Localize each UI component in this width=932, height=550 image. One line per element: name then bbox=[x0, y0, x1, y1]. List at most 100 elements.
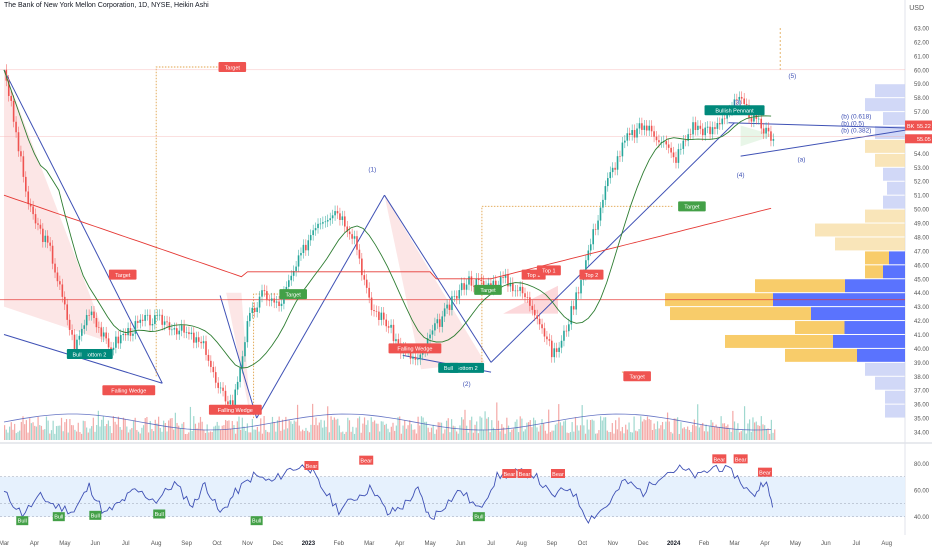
candle-body bbox=[673, 152, 675, 157]
volume-bar bbox=[598, 430, 599, 440]
candle-body bbox=[327, 220, 329, 221]
volume-bar bbox=[443, 433, 444, 440]
candle-body bbox=[646, 126, 648, 131]
candle-body bbox=[186, 332, 188, 333]
volume-bar bbox=[173, 430, 174, 440]
candle-body bbox=[626, 133, 628, 140]
volume-bar bbox=[213, 427, 214, 440]
x-tick-label: Jul bbox=[852, 541, 860, 547]
volume-bar bbox=[654, 424, 655, 440]
candle-body bbox=[522, 287, 524, 293]
volume-bar bbox=[319, 423, 320, 440]
volume-bar bbox=[592, 420, 593, 440]
volume-bar bbox=[496, 402, 497, 440]
volume-bar bbox=[515, 422, 516, 440]
pattern-label: Falling Wedge bbox=[218, 408, 253, 414]
rsi-bear-label: Bear bbox=[519, 472, 531, 478]
volume-bar bbox=[742, 430, 743, 440]
volume-bar bbox=[54, 434, 55, 440]
candle-body bbox=[678, 149, 680, 163]
candle-body bbox=[81, 329, 83, 336]
volume-bar bbox=[757, 425, 758, 440]
volume-bar bbox=[356, 428, 357, 440]
rsi-tick-label: 60.00 bbox=[914, 489, 930, 495]
y-tick-label: 36.00 bbox=[914, 403, 930, 409]
candle-body bbox=[315, 228, 317, 230]
volume-bar bbox=[464, 410, 465, 440]
volume-bar bbox=[423, 418, 424, 440]
volume-bar bbox=[29, 418, 30, 440]
candle-body bbox=[52, 246, 54, 264]
candle-body bbox=[144, 315, 146, 321]
volume-bar bbox=[220, 429, 221, 440]
volume-bar bbox=[754, 422, 755, 440]
volume-bar bbox=[280, 431, 281, 440]
volume-bar bbox=[171, 418, 172, 440]
x-tick-label: May bbox=[59, 541, 70, 547]
candle-body bbox=[566, 331, 568, 332]
candle-body bbox=[227, 401, 229, 404]
volume-bar bbox=[310, 425, 311, 440]
volume-bar bbox=[418, 417, 419, 440]
y-tick-label: 35.00 bbox=[914, 417, 930, 423]
volume-bar bbox=[744, 406, 745, 440]
price-axis[interactable]: 63.0062.0061.0060.0059.0058.0057.0056.00… bbox=[914, 27, 930, 437]
volume-bar bbox=[217, 422, 218, 440]
volume-bar bbox=[295, 422, 296, 440]
candle-body bbox=[237, 382, 239, 390]
candle-body bbox=[15, 122, 17, 132]
volume-bar bbox=[125, 419, 126, 440]
x-tick-label: Aug bbox=[881, 541, 892, 547]
candle-body bbox=[605, 186, 607, 200]
volume-bar bbox=[582, 405, 583, 440]
volume-bar bbox=[9, 427, 10, 440]
volume-bar bbox=[695, 426, 696, 440]
volume-bar bbox=[568, 433, 569, 440]
candle-body bbox=[154, 315, 156, 324]
candle-body bbox=[249, 313, 251, 321]
candle-body bbox=[434, 323, 436, 330]
volume-bar bbox=[617, 429, 618, 440]
volume-bar bbox=[525, 429, 526, 440]
candle-body bbox=[359, 250, 361, 259]
time-axis[interactable]: Mar Apr May Jun Jul Aug Sep Oct Nov Dec 2023 Feb Mar… bbox=[0, 541, 892, 547]
volume-bar bbox=[590, 420, 591, 440]
volume-bar bbox=[630, 432, 631, 440]
volume-bar bbox=[484, 411, 485, 440]
volume-bar bbox=[141, 428, 142, 440]
candle-body bbox=[32, 206, 34, 214]
volume-bar bbox=[528, 422, 529, 440]
candle-body bbox=[166, 321, 168, 322]
volume-bar bbox=[667, 413, 668, 440]
wave-label: (b) (0.5) bbox=[841, 121, 864, 128]
volume-bar bbox=[727, 424, 728, 440]
volume-bar bbox=[732, 411, 733, 440]
volume-bar bbox=[232, 421, 233, 440]
candle-body bbox=[339, 213, 341, 220]
volume-profile-bar bbox=[887, 182, 905, 195]
y-tick-label: 59.00 bbox=[914, 82, 930, 88]
candle-body bbox=[181, 325, 183, 330]
x-tick-label: Nov bbox=[607, 541, 618, 547]
candle-body bbox=[351, 234, 353, 239]
candle-body bbox=[758, 119, 760, 120]
volume-bar bbox=[632, 433, 633, 440]
volume-bar bbox=[607, 431, 608, 440]
volume-bar bbox=[93, 418, 94, 440]
volume-bar bbox=[66, 419, 67, 440]
candle-body bbox=[191, 333, 193, 334]
volume-bar bbox=[602, 421, 603, 440]
volume-bar bbox=[600, 416, 601, 440]
volume-bar bbox=[486, 419, 487, 440]
candle-body bbox=[193, 333, 195, 343]
volume-bar bbox=[203, 430, 204, 440]
volume-profile-bar bbox=[833, 335, 905, 348]
candle-body bbox=[132, 334, 134, 336]
candle-body bbox=[254, 308, 256, 312]
volume-bar bbox=[369, 432, 370, 440]
volume-profile-bar bbox=[835, 237, 905, 250]
volume-profile-bar bbox=[865, 265, 883, 278]
y-tick-label: 44.00 bbox=[914, 291, 930, 297]
volume-bar bbox=[282, 420, 283, 440]
